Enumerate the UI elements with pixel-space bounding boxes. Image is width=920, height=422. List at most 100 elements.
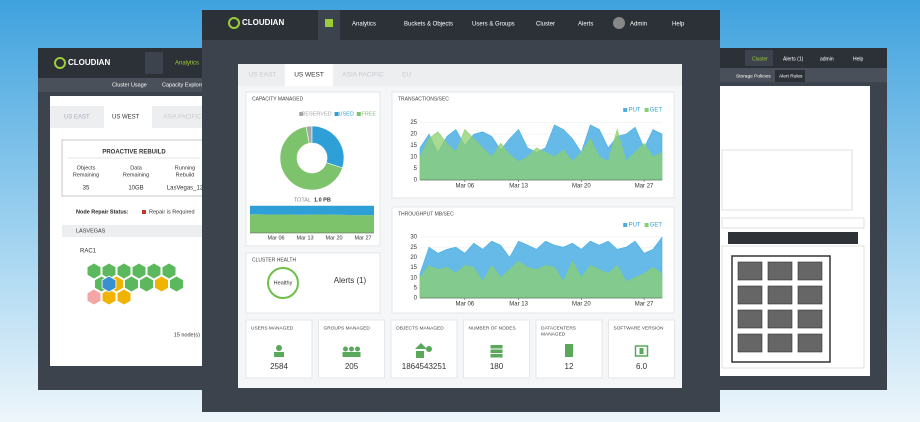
node-hex xyxy=(101,275,117,293)
subnav-item[interactable]: Capacity Explorer xyxy=(162,82,206,88)
subnav-item[interactable]: Storage Policies xyxy=(736,73,771,79)
tab-active xyxy=(104,106,152,128)
nav-item[interactable]: admin xyxy=(820,56,834,62)
drive-bay xyxy=(737,309,763,329)
legend-label: PUT xyxy=(629,223,641,229)
datacenter-bar xyxy=(62,225,207,237)
icon xyxy=(426,346,432,352)
x-tick-label: Mar 20 xyxy=(572,302,591,308)
legend-swatch xyxy=(142,210,146,214)
icon xyxy=(276,345,282,351)
rebuild-label: Data xyxy=(130,165,143,171)
icon xyxy=(416,351,424,358)
legend-label: FREE xyxy=(361,111,376,117)
nav-item[interactable]: Admin xyxy=(630,22,647,28)
drive-bay xyxy=(797,333,823,353)
repair-legend: Repair is Required xyxy=(149,209,195,215)
tab-bar xyxy=(238,64,682,86)
drive-bay xyxy=(737,333,763,353)
tab[interactable]: US WEST xyxy=(294,72,324,79)
drive-bay xyxy=(797,261,823,281)
left-header xyxy=(38,48,218,78)
nav-item[interactable]: Users & Groups xyxy=(472,22,515,28)
drive-bay xyxy=(737,285,763,305)
nav-item[interactable]: Buckets & Objects xyxy=(404,22,453,28)
x-tick-label: Mar 13 xyxy=(509,184,528,190)
nav-item[interactable]: Analytics xyxy=(175,61,199,67)
panel xyxy=(721,217,865,229)
subnav-item[interactable]: Cluster Usage xyxy=(112,82,147,88)
icon xyxy=(490,354,503,358)
nav-item[interactable]: Cluster xyxy=(752,56,768,62)
icon xyxy=(639,348,644,354)
stat-label: USERS MANAGED xyxy=(251,325,294,331)
y-tick-label: 20 xyxy=(410,255,417,261)
stat-label: GROUPS MANAGED xyxy=(324,325,371,331)
legend-label: RESERVED xyxy=(301,111,331,117)
x-tick-label: Mar 13 xyxy=(296,235,313,241)
tab[interactable]: ASIA PACIFIC xyxy=(342,72,384,79)
drive-bay xyxy=(767,285,793,305)
x-tick-label: Mar 06 xyxy=(267,235,284,241)
alerts[interactable]: Alerts (1) xyxy=(334,276,367,285)
tab[interactable]: ASIA PACIFIC xyxy=(163,115,202,121)
x-tick-label: Mar 06 xyxy=(455,184,474,190)
area xyxy=(419,128,663,181)
stat-label: SOFTWARE VERSION xyxy=(614,325,664,331)
panel-title: TRANSACTIONS/SEC xyxy=(398,96,449,102)
drive-bay xyxy=(767,309,793,329)
health-status: Healthy xyxy=(274,280,293,286)
panel xyxy=(463,319,530,379)
total-label: TOTAL xyxy=(294,197,311,203)
legend-swatch xyxy=(644,108,649,112)
node-hex xyxy=(131,262,147,280)
y-tick-label: 10 xyxy=(410,275,417,281)
legend-swatch xyxy=(623,108,628,112)
legend-label: USED xyxy=(339,111,354,117)
drive-bay xyxy=(797,309,823,329)
rebuild-label: Remaining xyxy=(73,172,99,178)
rebuild-label: Remaining xyxy=(123,172,149,178)
y-tick-label: 10 xyxy=(410,155,417,161)
tab[interactable]: US EAST xyxy=(249,72,277,79)
node-count: 15 node(s) xyxy=(174,332,200,338)
node-hex xyxy=(169,275,184,293)
legend-swatch xyxy=(299,112,304,116)
logo: CLOUDIAN xyxy=(68,58,110,67)
y-tick-label: 0 xyxy=(414,178,418,184)
rebuild-label: Running xyxy=(175,165,196,171)
logo-icon xyxy=(228,17,240,29)
nav-active xyxy=(745,50,773,66)
nav-item[interactable]: Help xyxy=(853,56,864,62)
logo: CLOUDIAN xyxy=(242,18,284,27)
subnav xyxy=(38,78,218,92)
nav-item[interactable]: Analytics xyxy=(352,22,376,28)
icon xyxy=(274,352,284,357)
nav-item[interactable]: Help xyxy=(672,22,685,28)
server-body xyxy=(731,255,831,363)
tab[interactable]: EU xyxy=(402,72,411,79)
y-tick-label: 20 xyxy=(410,132,417,138)
node-hex xyxy=(86,288,102,306)
nav-item[interactable]: Alerts xyxy=(578,22,593,28)
tab[interactable]: US EAST xyxy=(64,115,90,121)
rebuild-value: LasVegas_12 xyxy=(167,186,204,192)
panel-title: THROUGHPUT MB/SEC xyxy=(398,211,454,217)
stat-label: MANAGED xyxy=(541,331,566,337)
pie-slice xyxy=(279,126,343,191)
node-hex xyxy=(86,262,102,280)
server-front xyxy=(728,232,858,244)
x-tick-label: Mar 27 xyxy=(354,235,371,241)
logo-icon xyxy=(54,57,66,69)
nav-item[interactable]: Alerts (1) xyxy=(783,56,804,62)
x-tick-label: Mar 27 xyxy=(635,302,654,308)
x-tick-label: Mar 20 xyxy=(572,184,591,190)
drive-bay xyxy=(767,261,793,281)
tab[interactable]: US WEST xyxy=(112,115,140,121)
subnav-item[interactable]: Alert Rules xyxy=(779,73,803,79)
node-hex xyxy=(101,288,117,306)
node-hex xyxy=(139,275,154,293)
nav-item[interactable]: Cluster xyxy=(536,22,555,28)
y-tick-label: 25 xyxy=(410,245,417,251)
